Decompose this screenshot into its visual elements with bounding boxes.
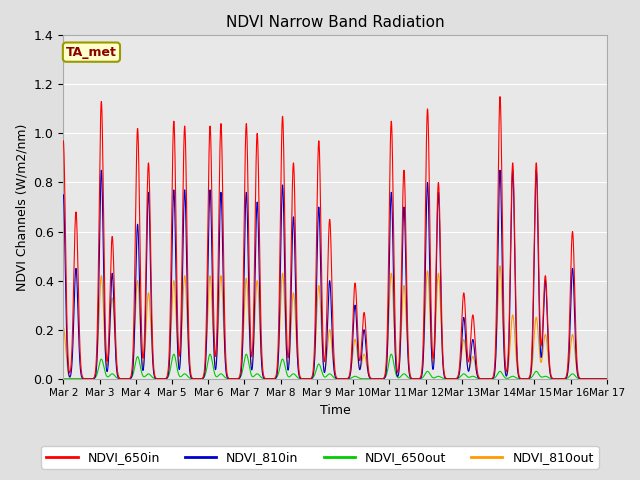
Text: TA_met: TA_met <box>66 46 117 59</box>
X-axis label: Time: Time <box>320 404 351 417</box>
Legend: NDVI_650in, NDVI_810in, NDVI_650out, NDVI_810out: NDVI_650in, NDVI_810in, NDVI_650out, NDV… <box>41 446 599 469</box>
Title: NDVI Narrow Band Radiation: NDVI Narrow Band Radiation <box>226 15 444 30</box>
Y-axis label: NDVI Channels (W/m2/nm): NDVI Channels (W/m2/nm) <box>15 123 28 291</box>
